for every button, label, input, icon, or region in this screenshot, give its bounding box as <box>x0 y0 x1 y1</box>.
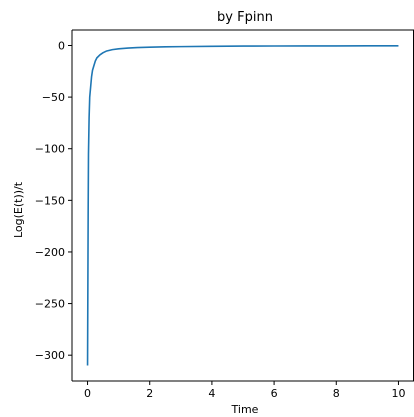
series-line-0 <box>86 45 399 366</box>
x-tick-label: 6 <box>271 387 278 400</box>
x-tick-label: 8 <box>333 387 340 400</box>
y-tick-label: 0 <box>58 39 65 52</box>
y-axis-label: Log(E(t))/t <box>12 181 25 238</box>
x-tick-label: 4 <box>208 387 215 400</box>
plot-area: 0 2 4 6 8 10 0 −50 −100 −150 −200 −250 −300 <box>35 29 414 400</box>
x-axis-label: Time <box>231 403 259 416</box>
x-tick-label: 0 <box>84 387 91 400</box>
y-tick-label: −150 <box>35 194 65 207</box>
y-tick-label: −300 <box>35 349 65 362</box>
chart-title: by Fpinn <box>217 10 273 25</box>
x-tick-label: 2 <box>146 387 153 400</box>
x-tick-label: 10 <box>391 387 405 400</box>
y-tick-label: −250 <box>35 298 65 311</box>
y-tick-label: −200 <box>35 246 65 259</box>
y-tick-label: −50 <box>42 91 65 104</box>
y-tick-label: −100 <box>35 143 65 156</box>
